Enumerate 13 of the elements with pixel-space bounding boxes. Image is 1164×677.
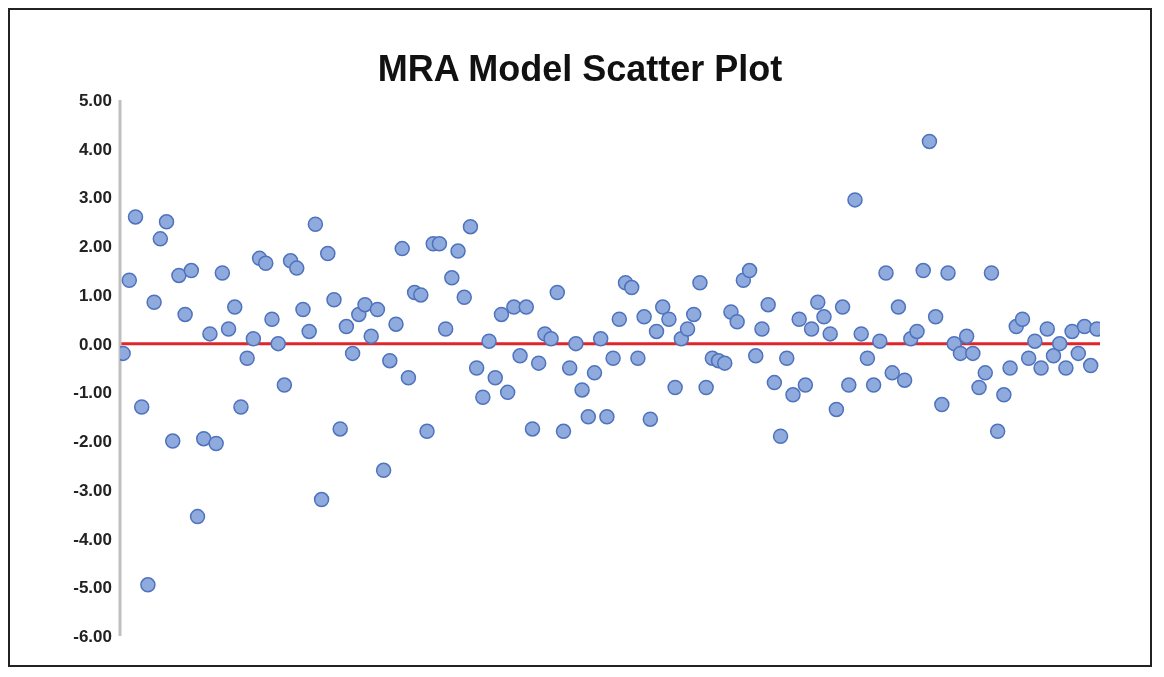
y-tick-label: -4.00 xyxy=(73,529,112,549)
y-tick-label: 5.00 xyxy=(78,91,112,111)
y-tick-label: -2.00 xyxy=(73,432,112,452)
y-tick-label: 4.00 xyxy=(78,139,112,159)
y-tick-label: 2.00 xyxy=(78,237,112,257)
y-tick-label: 1.00 xyxy=(78,285,112,305)
y-tick-label: 3.00 xyxy=(78,188,112,208)
y-tick-label: -1.00 xyxy=(73,383,112,403)
y-tick-label: 0.00 xyxy=(78,334,112,354)
y-tick-label: -3.00 xyxy=(73,480,112,500)
y-tick-label: -5.00 xyxy=(73,578,112,598)
chart-title: MRA Model Scatter Plot xyxy=(376,48,784,90)
y-tick-label: -6.00 xyxy=(73,627,112,647)
